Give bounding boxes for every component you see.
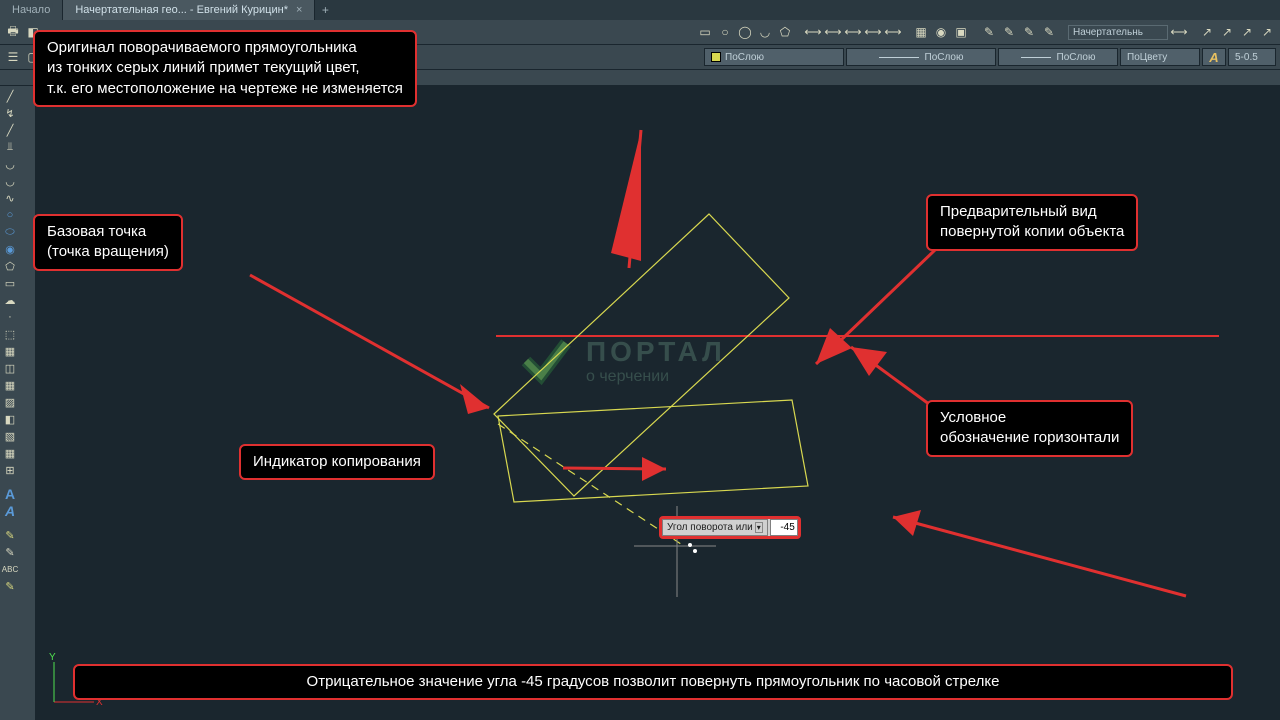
shape-ellipse-icon[interactable]: ◯ (736, 23, 754, 41)
tab-bar: Начало Начертательная гео... - Евгений К… (0, 0, 1280, 20)
tool-icon[interactable]: ↗ (1238, 23, 1256, 41)
tool-icon[interactable]: ◉ (932, 23, 950, 41)
edit-icon[interactable]: ✎ (2, 527, 18, 543)
tool-icon[interactable]: ▦ (2, 377, 18, 393)
tab-add-button[interactable]: + (315, 3, 335, 17)
tab-home[interactable]: Начало (0, 0, 63, 20)
callout-horizontal: Условное обозначение горизонтали (926, 400, 1133, 457)
shape-arc-icon[interactable]: ◡ (756, 23, 774, 41)
multiline-icon[interactable]: ⫫ (2, 139, 18, 155)
dropdown-icon[interactable]: ▾ (755, 522, 763, 533)
tab-document-label: Начертательная гео... - Евгений Курицин* (75, 4, 288, 16)
table-icon[interactable]: ▦ (2, 445, 18, 461)
arc-icon[interactable]: ◡ (2, 173, 18, 189)
lineweight-bylayer[interactable]: ПоСлою (998, 48, 1118, 66)
circle-icon[interactable]: ○ (2, 207, 18, 223)
tool-icon[interactable]: ▧ (2, 428, 18, 444)
shape-rect-icon[interactable]: ▭ (696, 23, 714, 41)
point-icon[interactable]: · (2, 309, 18, 325)
hatch-icon[interactable]: ▨ (2, 394, 18, 410)
tool-icon[interactable]: ↗ (1258, 23, 1276, 41)
shape-circle-icon[interactable]: ○ (716, 23, 734, 41)
shape-poly-icon[interactable]: ⬠ (776, 23, 794, 41)
angle-input[interactable] (770, 519, 798, 536)
tool-icon[interactable]: ✎ (1040, 23, 1058, 41)
abc-icon[interactable]: ABC (2, 561, 18, 577)
tool-icon[interactable]: ▦ (912, 23, 930, 41)
lineweight-field[interactable]: 5-0.5 (1228, 48, 1276, 66)
callout-copy-indicator: Индикатор копирования (239, 444, 435, 480)
callout-angle: Отрицательное значение угла -45 градусов… (73, 664, 1233, 700)
callout-preview: Предварительный вид повернутой копии объ… (926, 194, 1138, 251)
tool-icon[interactable]: ↗ (1198, 23, 1216, 41)
layer-dropdown[interactable] (1068, 25, 1168, 40)
text-style-icon[interactable]: A (1202, 48, 1226, 66)
tool-icon[interactable]: ✎ (980, 23, 998, 41)
tool-icon[interactable]: ▣ (952, 23, 970, 41)
ring-icon[interactable]: ◉ (2, 241, 18, 257)
close-icon[interactable]: × (296, 4, 302, 16)
callout-original: Оригинал поворачиваемого прямоугольника … (33, 30, 417, 107)
color-bylayer[interactable]: ПоСлою (704, 48, 844, 66)
ellipse-icon[interactable]: ⬭ (2, 224, 18, 240)
edit-icon[interactable]: ✎ (2, 578, 18, 594)
tool-icon[interactable]: ◧ (2, 411, 18, 427)
spline-icon[interactable]: ∿ (2, 190, 18, 206)
dim-icon[interactable]: ⟷ (824, 23, 842, 41)
tool-icon[interactable]: ⊞ (2, 462, 18, 478)
print-icon[interactable]: 🖶 (4, 23, 22, 41)
line-icon[interactable]: ╱ (2, 122, 18, 138)
polygon-icon[interactable]: ⬠ (2, 258, 18, 274)
dim-icon[interactable]: ⟷ (884, 23, 902, 41)
callout-basepoint: Базовая точка (точка вращения) (33, 214, 183, 271)
dim-icon[interactable]: ⟷ (804, 23, 822, 41)
tab-document[interactable]: Начертательная гео... - Евгений Курицин*… (63, 0, 315, 20)
svg-text:Y: Y (49, 652, 56, 663)
cloud-icon[interactable]: ☁ (2, 292, 18, 308)
rect-icon[interactable]: ▭ (2, 275, 18, 291)
tool-icon[interactable]: ▦ (2, 343, 18, 359)
tool-icon[interactable]: ✎ (1020, 23, 1038, 41)
tool-icon[interactable]: ◫ (2, 360, 18, 376)
left-toolbar: ╱ ↯ ╱ ⫫ ◡ ◡ ∿ ○ ⬭ ◉ ⬠ ▭ ☁ · ⬚ ▦ ◫ ▦ ▨ ◧ … (0, 86, 36, 720)
text-a-icon[interactable]: A (2, 486, 18, 502)
rotated-rectangle (498, 400, 808, 502)
edit-icon[interactable]: ✎ (2, 544, 18, 560)
bycolor[interactable]: ПоЦвету (1120, 48, 1200, 66)
tool-icon[interactable]: ⟷ (1170, 23, 1188, 41)
tool-icon[interactable]: ✎ (1000, 23, 1018, 41)
dynamic-input-label: Угол поворота или ▾ (662, 519, 768, 536)
horizontal-reference-line (496, 335, 1219, 337)
polyline-icon[interactable]: ↯ (2, 105, 18, 121)
line-icon[interactable]: ╱ (2, 88, 18, 104)
dim-icon[interactable]: ⟷ (864, 23, 882, 41)
rotation-tracking-line (498, 424, 684, 546)
watermark: ПОРТАЛ о черчении (516, 331, 726, 391)
tool-icon[interactable]: ⬚ (2, 326, 18, 342)
dim-icon[interactable]: ⟷ (844, 23, 862, 41)
text-ai-icon[interactable]: A (2, 503, 18, 519)
arc-icon[interactable]: ◡ (2, 156, 18, 172)
layer-icon[interactable]: ☰ (4, 48, 22, 66)
dynamic-input: Угол поворота или ▾ (659, 516, 801, 539)
linetype-bylayer[interactable]: ПоСлою (846, 48, 996, 66)
tool-icon[interactable]: ↗ (1218, 23, 1236, 41)
